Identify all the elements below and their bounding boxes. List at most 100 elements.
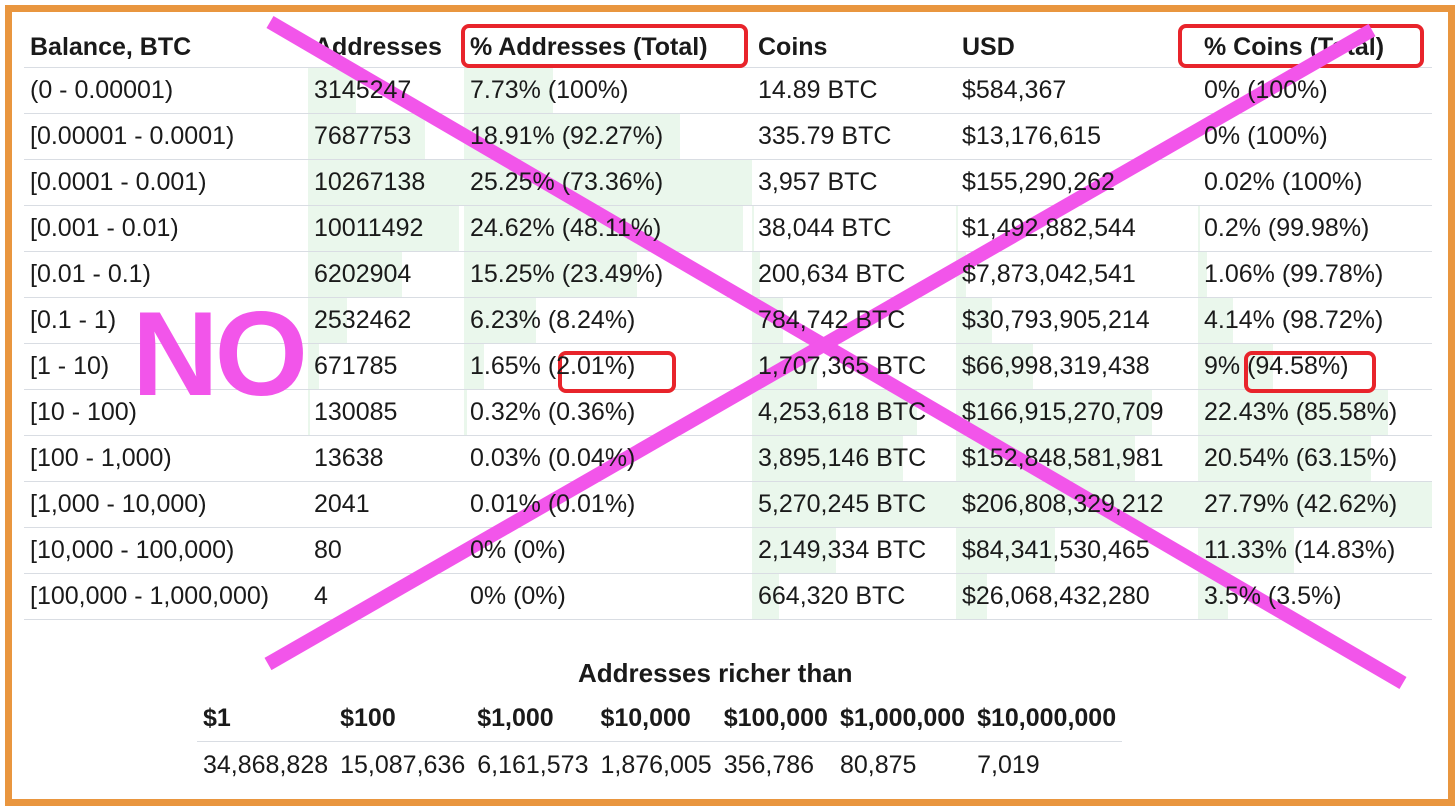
cell-pct-coins: 4.14% (98.72%) [1198, 297, 1432, 344]
cell-coins-text: 14.89 BTC [758, 76, 878, 104]
richer-values-row: 34,868,828 15,087,636 6,161,573 1,876,005 35… [197, 742, 1122, 789]
cell-pct-addresses: 7.73% (100%) [464, 67, 752, 114]
cell-usd-text: $66,998,319,438 [962, 352, 1150, 380]
cell-usd: $84,341,530,465 [956, 527, 1198, 574]
cell-balance: [10 - 100) [24, 389, 308, 436]
cell-pct-addresses-text: 25.25% (73.36%) [470, 168, 664, 196]
cell-balance-text: [0.0001 - 0.001) [30, 168, 207, 196]
richer-header: $1,000,000 [833, 695, 972, 742]
cell-coins-text: 4,253,618 BTC [758, 398, 927, 426]
richer-value: 34,868,828 [203, 750, 329, 779]
table-row: [10,000 - 100,000) 80 0% (0%) 2,149,334 BTC… [24, 527, 1432, 574]
cell-balance: [10,000 - 100,000) [24, 527, 308, 574]
cell-balance-text: [1 - 10) [30, 352, 110, 380]
cell-usd-text: $584,367 [962, 76, 1067, 104]
highlight-pct-addresses-header [461, 24, 748, 68]
no-stamp: NO [132, 287, 308, 421]
cell-pct-addresses: 18.91% (92.27%) [464, 113, 752, 160]
cell-balance-text: [100 - 1,000) [30, 444, 172, 472]
cell-balance: [0.00001 - 0.0001) [24, 113, 308, 160]
cell-coins: 3,895,146 BTC [752, 435, 956, 482]
cell-addresses-text: 130085 [314, 398, 398, 426]
cell-pct-coins-text: 3.5% (3.5%) [1204, 582, 1342, 610]
cell-coins: 335.79 BTC [752, 113, 956, 160]
cell-balance-text: [0.01 - 0.1) [30, 260, 151, 288]
cell-addresses-text: 4 [314, 582, 328, 610]
cell-balance-text: [0.001 - 0.01) [30, 214, 179, 242]
cell-coins: 38,044 BTC [752, 205, 956, 252]
cell-coins-text: 3,957 BTC [758, 168, 878, 196]
bar-fill [752, 206, 755, 251]
cell-usd: $206,808,329,212 [956, 481, 1198, 528]
cell-pct-addresses: 0.01% (0.01%) [464, 481, 752, 528]
cell-balance: [100 - 1,000) [24, 435, 308, 482]
cell-usd: $584,367 [956, 67, 1198, 114]
cell-addresses-text: 671785 [314, 352, 398, 380]
cell-pct-coins-text: 0.2% (99.98%) [1204, 214, 1370, 242]
bar-fill [1198, 206, 1201, 251]
cell-balance-text: (0 - 0.00001) [30, 76, 174, 104]
cell-coins: 14.89 BTC [752, 67, 956, 114]
table-row: [0.0001 - 0.001) 10267138 25.25% (73.36%) 3… [24, 159, 1432, 206]
richer-header: $100,000 [717, 695, 834, 742]
cell-balance: (0 - 0.00001) [24, 67, 308, 114]
bar-fill [308, 390, 310, 435]
cell-coins: 2,149,334 BTC [752, 527, 956, 574]
cell-coins: 4,253,618 BTC [752, 389, 956, 436]
cell-pct-addresses-text: 6.23% (8.24%) [470, 306, 636, 334]
cell-pct-coins-text: 0% (100%) [1204, 122, 1328, 150]
table-row: [100 - 1,000) 13638 0.03% (0.04%) 3,895,146… [24, 435, 1432, 482]
richer-header: $1,000 [471, 695, 595, 742]
cell-pct-addresses: 24.62% (48.11%) [464, 205, 752, 252]
cell-coins-text: 335.79 BTC [758, 122, 892, 150]
cell-addresses-text: 3145247 [314, 76, 412, 104]
cell-usd-text: $84,341,530,465 [962, 536, 1150, 564]
cell-coins-text: 38,044 BTC [758, 214, 892, 242]
cell-addresses-text: 7687753 [314, 122, 412, 150]
richer-than-table: $1 $100 $1,000 $10,000 $100,000 $1,000,000 $10… [197, 695, 1123, 789]
cell-pct-addresses-text: 0.01% (0.01%) [470, 490, 636, 518]
cell-coins-text: 784,742 BTC [758, 306, 906, 334]
cell-usd-text: $26,068,432,280 [962, 582, 1150, 610]
cell-usd: $13,176,615 [956, 113, 1198, 160]
cell-addresses-text: 13638 [314, 444, 384, 472]
cell-pct-coins: 11.33% (14.83%) [1198, 527, 1432, 574]
cell-balance-text: [10,000 - 100,000) [30, 536, 235, 564]
cell-coins: 200,634 BTC [752, 251, 956, 298]
cell-coins-text: 2,149,334 BTC [758, 536, 927, 564]
cell-addresses: 2041 [308, 481, 464, 528]
cell-pct-addresses: 25.25% (73.36%) [464, 159, 752, 206]
cell-addresses: 10011492 [308, 205, 464, 252]
cell-coins-text: 664,320 BTC [758, 582, 906, 610]
cell-usd-text: $166,915,270,709 [962, 398, 1164, 426]
cell-pct-coins: 20.54% (63.15%) [1198, 435, 1432, 482]
cell-pct-addresses: 15.25% (23.49%) [464, 251, 752, 298]
cell-pct-coins: 1.06% (99.78%) [1198, 251, 1432, 298]
richer-header-row: $1 $100 $1,000 $10,000 $100,000 $1,000,000 $10… [197, 695, 1123, 742]
cell-balance: [100,000 - 1,000,000) [24, 573, 308, 620]
cell-pct-addresses-text: 0.32% (0.36%) [470, 398, 636, 426]
richer-header: $1 [197, 695, 335, 742]
cell-pct-addresses: 0% (0%) [464, 573, 752, 620]
cell-coins-text: 200,634 BTC [758, 260, 906, 288]
cell-pct-addresses-text: 0% (0%) [470, 582, 566, 610]
cell-coins: 5,270,245 BTC [752, 481, 956, 528]
richer-value: 1,876,005 [600, 750, 712, 779]
table-row: [1,000 - 10,000) 2041 0.01% (0.01%) 5,270,2… [24, 481, 1432, 528]
bar-fill [464, 390, 467, 435]
cell-pct-coins-text: 27.79% (42.62%) [1204, 490, 1398, 518]
richer-than-title: Addresses richer than [578, 658, 853, 688]
cell-usd-text: $1,492,882,544 [962, 214, 1136, 242]
cell-coins: 3,957 BTC [752, 159, 956, 206]
cell-addresses: 671785 [308, 343, 464, 390]
cell-usd: $155,290,262 [956, 159, 1198, 206]
richer-value: 7,019 [977, 750, 1040, 779]
cell-addresses-text: 6202904 [314, 260, 412, 288]
cell-usd: $1,492,882,544 [956, 205, 1198, 252]
cell-balance: [1,000 - 10,000) [24, 481, 308, 528]
cell-addresses-text: 10267138 [314, 168, 426, 196]
cell-pct-coins: 0% (100%) [1198, 67, 1432, 114]
cell-pct-addresses-text: 15.25% (23.49%) [470, 260, 664, 288]
cell-coins-text: 5,270,245 BTC [758, 490, 927, 518]
cell-addresses: 13638 [308, 435, 464, 482]
